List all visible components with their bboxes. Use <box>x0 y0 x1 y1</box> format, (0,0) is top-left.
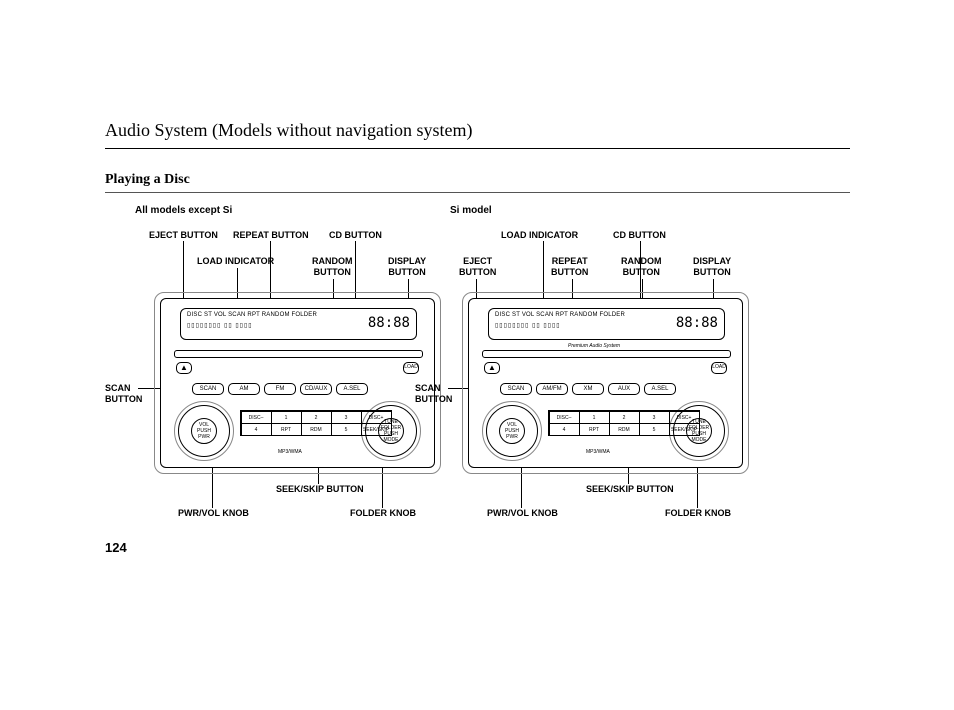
lcd-display: DISC ST VOL SCAN RPT RANDOM FOLDER ▯▯▯▯▯… <box>488 308 725 340</box>
label-random-r: RANDOM BUTTON <box>621 256 662 278</box>
xm-button[interactable]: XM <box>572 383 604 395</box>
label-folder-r: FOLDER KNOB <box>665 508 731 519</box>
preset-grid: DISC– 1 2 3 DISC+ 4 RPT RDM 5 SEEK/SKIP <box>548 410 700 436</box>
label-load-r: LOAD INDICATOR <box>501 230 578 241</box>
premium-label: Premium Audio System <box>568 343 620 349</box>
label-scan-r: SCAN BUTTON <box>415 383 452 405</box>
am-button[interactable]: AM <box>228 383 260 395</box>
disc-slot <box>174 350 423 358</box>
mode-button-row: SCAN AM FM CD/AUX A.SEL <box>192 383 368 395</box>
amfm-button[interactable]: AM/FM <box>536 383 568 395</box>
subtitle-rule <box>105 192 850 193</box>
label-load: LOAD INDICATOR <box>197 256 274 267</box>
load-small-button: LOAD <box>403 362 419 374</box>
aux-button[interactable]: AUX <box>608 383 640 395</box>
label-repeat: REPEAT BUTTON <box>233 230 309 241</box>
page-title: Audio System (Models without navigation … <box>105 120 472 141</box>
label-pwr-r: PWR/VOL KNOB <box>487 508 558 519</box>
label-cd-r: CD BUTTON <box>613 230 666 241</box>
fm-button[interactable]: FM <box>264 383 296 395</box>
asel-button[interactable]: A.SEL <box>644 383 676 395</box>
label-display: DISPLAY BUTTON <box>388 256 426 278</box>
label-scan: SCAN BUTTON <box>105 383 142 405</box>
lcd-display: DISC ST VOL SCAN RPT RANDOM FOLDER ▯▯▯▯▯… <box>180 308 417 340</box>
label-folder: FOLDER KNOB <box>350 508 416 519</box>
label-repeat-r: REPEAT BUTTON <box>551 256 588 278</box>
mp3-label: MP3/WMA <box>586 449 610 455</box>
radio-panel-left: DISC ST VOL SCAN RPT RANDOM FOLDER ▯▯▯▯▯… <box>160 298 435 468</box>
asel-button[interactable]: A.SEL <box>336 383 368 395</box>
eject-icon: ▲ <box>176 362 192 374</box>
label-pwr: PWR/VOL KNOB <box>178 508 249 519</box>
mode-button-row: SCAN AM/FM XM AUX A.SEL <box>500 383 676 395</box>
mp3-label: MP3/WMA <box>278 449 302 455</box>
pwr-vol-knob[interactable]: VOL PUSH PWR <box>178 405 230 457</box>
manual-page: Audio System (Models without navigation … <box>0 0 954 710</box>
disc-slot <box>482 350 731 358</box>
eject-icon: ▲ <box>484 362 500 374</box>
scan-button[interactable]: SCAN <box>500 383 532 395</box>
radio-panel-right: DISC ST VOL SCAN RPT RANDOM FOLDER ▯▯▯▯▯… <box>468 298 743 468</box>
pwr-vol-knob[interactable]: VOL PUSH PWR <box>486 405 538 457</box>
preset-grid: DISC– 1 2 3 DISC+ 4 RPT RDM 5 SEEK/SKIP <box>240 410 392 436</box>
label-cd: CD BUTTON <box>329 230 382 241</box>
variant-label-left: All models except Si <box>135 205 232 216</box>
label-display-r: DISPLAY BUTTON <box>693 256 731 278</box>
label-eject-r: EJECT BUTTON <box>459 256 496 278</box>
label-seek: SEEK/SKIP BUTTON <box>276 484 364 495</box>
page-number: 124 <box>105 540 127 555</box>
label-seek-r: SEEK/SKIP BUTTON <box>586 484 674 495</box>
title-rule <box>105 148 850 149</box>
variant-label-right: Si model <box>450 205 492 216</box>
scan-button[interactable]: SCAN <box>192 383 224 395</box>
label-eject: EJECT BUTTON <box>149 230 218 241</box>
load-small-button: LOAD <box>711 362 727 374</box>
label-random: RANDOM BUTTON <box>312 256 353 278</box>
cdaux-button[interactable]: CD/AUX <box>300 383 332 395</box>
section-subtitle: Playing a Disc <box>105 172 190 188</box>
